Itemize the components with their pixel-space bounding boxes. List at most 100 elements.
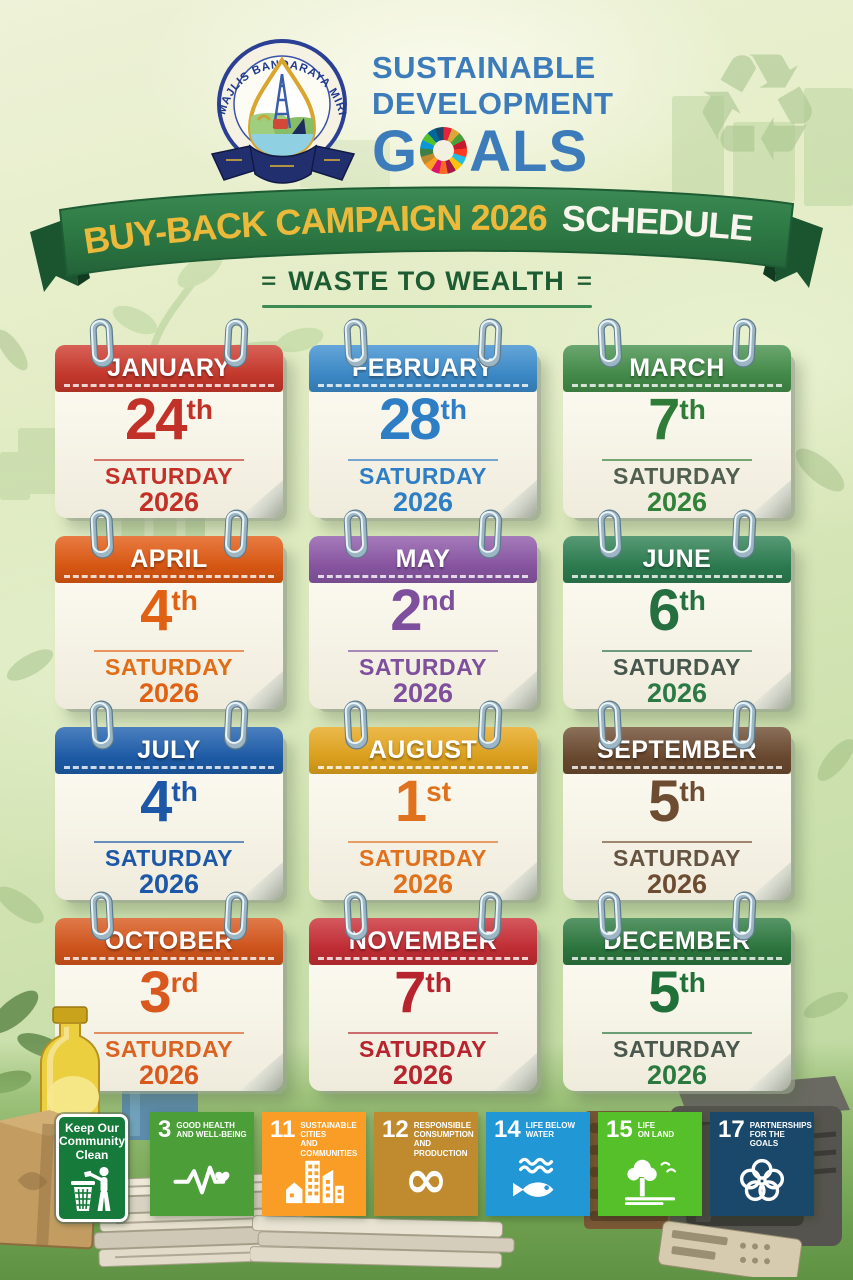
tagline-ornament-left: = <box>261 268 277 294</box>
binder-ring-icon <box>477 318 503 368</box>
binder-ring-icon <box>477 700 503 750</box>
calendar-card: MARCH 7th SATURDAY 2026 <box>563 318 791 518</box>
sdg-icon-slot <box>598 1147 702 1212</box>
svg-text:∞: ∞ <box>404 1153 447 1207</box>
tagline-text: WASTE TO WEALTH <box>288 266 565 296</box>
year-label: 2026 <box>392 487 454 517</box>
sdg-badge-header: 15 LIFE ON LAND <box>598 1112 702 1142</box>
binder-ring-icon <box>477 509 503 559</box>
date-ordinal: rd <box>170 967 199 998</box>
sdg-badge: 11 SUSTAINABLE CITIES AND COMMUNITIES <box>262 1112 366 1216</box>
year-label: 2026 <box>392 869 454 899</box>
date-number: 3 <box>139 965 171 1025</box>
binder-ring-icon <box>223 891 249 941</box>
date-ordinal: th <box>679 394 706 425</box>
binder-ring-icon <box>477 891 503 941</box>
calendar-card-body: 2nd SATURDAY 2026 <box>309 583 537 709</box>
sdg-badge-header: 11 SUSTAINABLE CITIES AND COMMUNITIES <box>262 1112 366 1158</box>
year-label: 2026 <box>138 678 200 708</box>
date-divider <box>602 650 752 652</box>
date-divider <box>602 841 752 843</box>
date-number: 6 <box>648 583 680 643</box>
month-label: JANUARY <box>107 354 231 382</box>
goals-g: G <box>372 119 419 184</box>
date-divider <box>348 650 498 652</box>
weekday-label: SATURDAY <box>105 654 233 680</box>
health-icon <box>173 1165 230 1194</box>
weekday-label: SATURDAY <box>105 1036 233 1062</box>
calendar-card: JUNE 6th SATURDAY 2026 <box>563 509 791 709</box>
consumption-icon: ∞ <box>404 1153 447 1207</box>
weekday-label: SATURDAY <box>359 845 487 871</box>
land-icon <box>625 1159 677 1205</box>
sdg-badge: 17 PARTNERSHIPS FOR THE GOALS <box>710 1112 814 1216</box>
sdg-wordmark: SUSTAINABLE DEVELOPMENT G ALS <box>372 50 613 181</box>
sdg-icon-slot <box>150 1147 254 1212</box>
sdg-icon-slot <box>262 1147 366 1212</box>
binder-ring-icon <box>89 509 115 559</box>
tagline-row: = WASTE TO WEALTH = <box>0 266 853 297</box>
sdg-number: 17 <box>718 1116 745 1143</box>
date-line: 3rd <box>55 965 283 1029</box>
binder-ring-icon <box>731 509 757 559</box>
date-number: 28 <box>379 392 441 452</box>
sdg-number: 14 <box>494 1116 521 1143</box>
binder-ring-icon <box>223 318 249 368</box>
calendar-card-body: 7th SATURDAY 2026 <box>563 392 791 518</box>
sdg-badge: 14 LIFE BELOW WATER <box>486 1112 590 1216</box>
sdg-badge: 12 RESPONSIBLE CONSUMPTION AND PRODUCTIO… <box>374 1112 478 1216</box>
date-line: 5th <box>563 965 791 1029</box>
calendar-card-body: 24th SATURDAY 2026 <box>55 392 283 518</box>
calendar-card: SEPTEMBER 5th SATURDAY 2026 <box>563 700 791 900</box>
binder-ring-icon <box>731 318 757 368</box>
month-label: NOVEMBER <box>348 927 498 955</box>
sdg-title: PARTNERSHIPS FOR THE GOALS <box>749 1121 812 1149</box>
date-line: 4th <box>55 583 283 647</box>
year-label: 2026 <box>138 1060 200 1090</box>
date-ordinal: th <box>171 776 198 807</box>
date-line: 1st <box>309 774 537 838</box>
sdg-wheel-icon <box>420 127 468 174</box>
sdg-number: 12 <box>382 1116 409 1143</box>
date-line: 4th <box>55 774 283 838</box>
calendar-card: MAY 2nd SATURDAY 2026 <box>309 509 537 709</box>
calendar-card: DECEMBER 5th SATURDAY 2026 <box>563 891 791 1091</box>
year-label: 2026 <box>138 869 200 899</box>
calendar-card-body: 6th SATURDAY 2026 <box>563 583 791 709</box>
date-line: 6th <box>563 583 791 647</box>
calendar-card-body: 4th SATURDAY 2026 <box>55 583 283 709</box>
date-divider <box>348 841 498 843</box>
date-divider <box>94 841 244 843</box>
year-label: 2026 <box>646 678 708 708</box>
crest-ribbon-marks <box>226 159 340 167</box>
cities-icon <box>286 1160 344 1203</box>
date-ordinal: nd <box>421 585 456 616</box>
sdg-title: GOOD HEALTH AND WELL-BEING <box>176 1121 247 1140</box>
weekday-label: SATURDAY <box>359 463 487 489</box>
campaign-ribbon: BUY-BACK CAMPAIGN 2026 SCHEDULE <box>30 186 823 292</box>
sdg-title: RESPONSIBLE CONSUMPTION AND PRODUCTION <box>413 1121 474 1158</box>
weekday-label: SATURDAY <box>105 463 233 489</box>
tagline-ornament-right: = <box>576 268 592 294</box>
community-sign-text: Keep Our Community Clean <box>59 1121 125 1162</box>
binder-ring-icon <box>597 318 623 368</box>
date-divider <box>602 1032 752 1034</box>
wordmark-line1: SUSTAINABLE <box>372 50 596 85</box>
date-ordinal: th <box>679 967 706 998</box>
date-divider <box>602 459 752 461</box>
sdg-number: 11 <box>270 1116 296 1143</box>
sdg-badge-header: 17 PARTNERSHIPS FOR THE GOALS <box>710 1112 814 1149</box>
calendar-card: JULY 4th SATURDAY 2026 <box>55 700 283 900</box>
calendar-card: OCTOBER 3rd SATURDAY 2026 <box>55 891 283 1091</box>
water-icon <box>513 1157 554 1197</box>
year-label: 2026 <box>646 1060 708 1090</box>
date-line: 5th <box>563 774 791 838</box>
binder-ring-icon <box>223 700 249 750</box>
date-number: 1 <box>394 774 427 834</box>
month-label: MARCH <box>629 354 725 382</box>
calendar-grid: JANUARY 24th SATURDAY 2026 <box>55 318 791 1091</box>
binder-ring-icon <box>343 509 369 559</box>
month-label: DECEMBER <box>603 927 751 955</box>
month-label: JULY <box>137 736 201 764</box>
